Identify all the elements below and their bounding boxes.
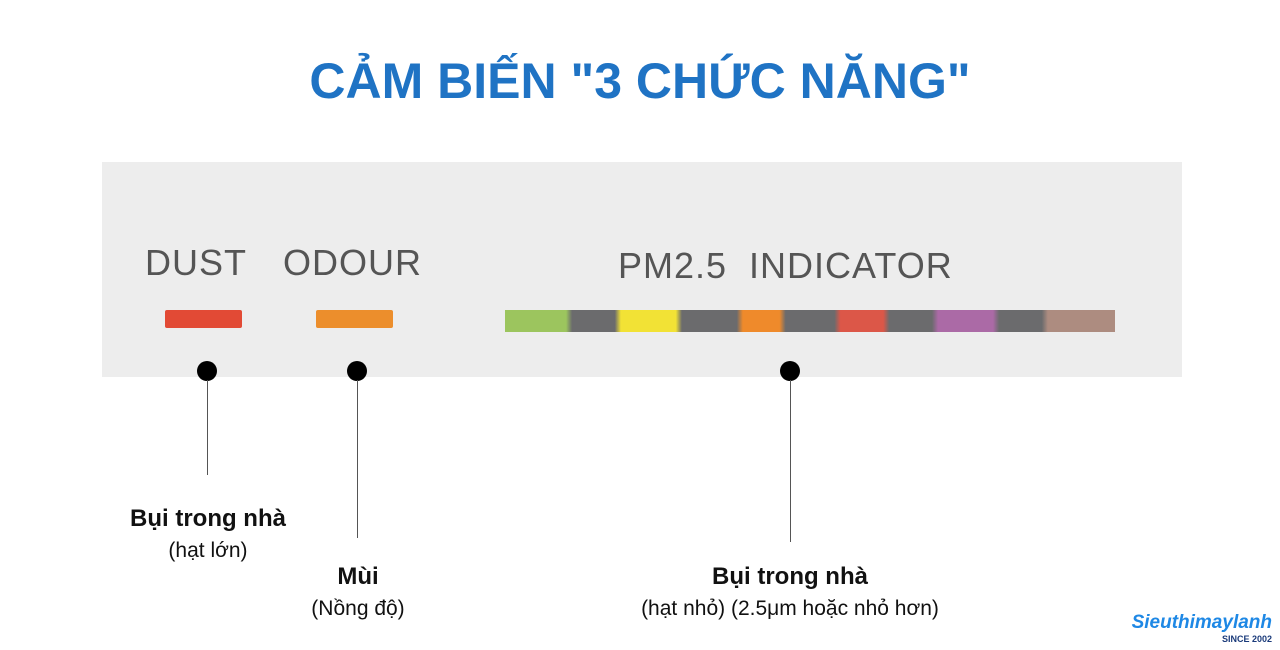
logo-since: SINCE 2002 (1221, 634, 1272, 644)
odour-marker-dot (347, 361, 367, 381)
page-title: CẢM BIẾN "3 CHỨC NĂNG" (309, 53, 971, 109)
caption-sub: (Nồng độ) (311, 597, 405, 620)
pm25-leader-line (790, 380, 791, 542)
pm25-marker-dot (780, 361, 800, 381)
caption-sub: (hạt nhỏ) (2.5μm hoặc nhỏ hơn) (641, 597, 939, 620)
dust-marker-dot (197, 361, 217, 381)
caption-title: Mùi (337, 563, 379, 590)
dust-label: DUST (145, 242, 247, 283)
pm25-label: PM2.5 INDICATOR (618, 245, 953, 286)
odour-caption: Mùi (Nồng độ) (238, 563, 478, 621)
brand-logo: Sieuthimaylanh SINCE 2002 (1132, 612, 1272, 644)
caption-sub: (hạt lớn) (168, 539, 248, 562)
caption-title: Bụi trong nhà (130, 505, 286, 532)
caption-title: Bụi trong nhà (712, 563, 868, 590)
dust-led (165, 310, 242, 328)
dust-leader-line (207, 380, 208, 475)
odour-led (316, 310, 393, 328)
odour-label: ODOUR (283, 242, 422, 283)
sensor-panel (102, 162, 1182, 377)
dust-caption: Bụi trong nhà (hạt lớn) (88, 505, 328, 563)
pm25-caption: Bụi trong nhà (hạt nhỏ) (2.5μm hoặc nhỏ h… (590, 563, 990, 621)
odour-leader-line (357, 380, 358, 538)
logo-name: Sieuthimaylanh (1131, 612, 1272, 633)
pm25-indicator-bar (505, 310, 1115, 332)
